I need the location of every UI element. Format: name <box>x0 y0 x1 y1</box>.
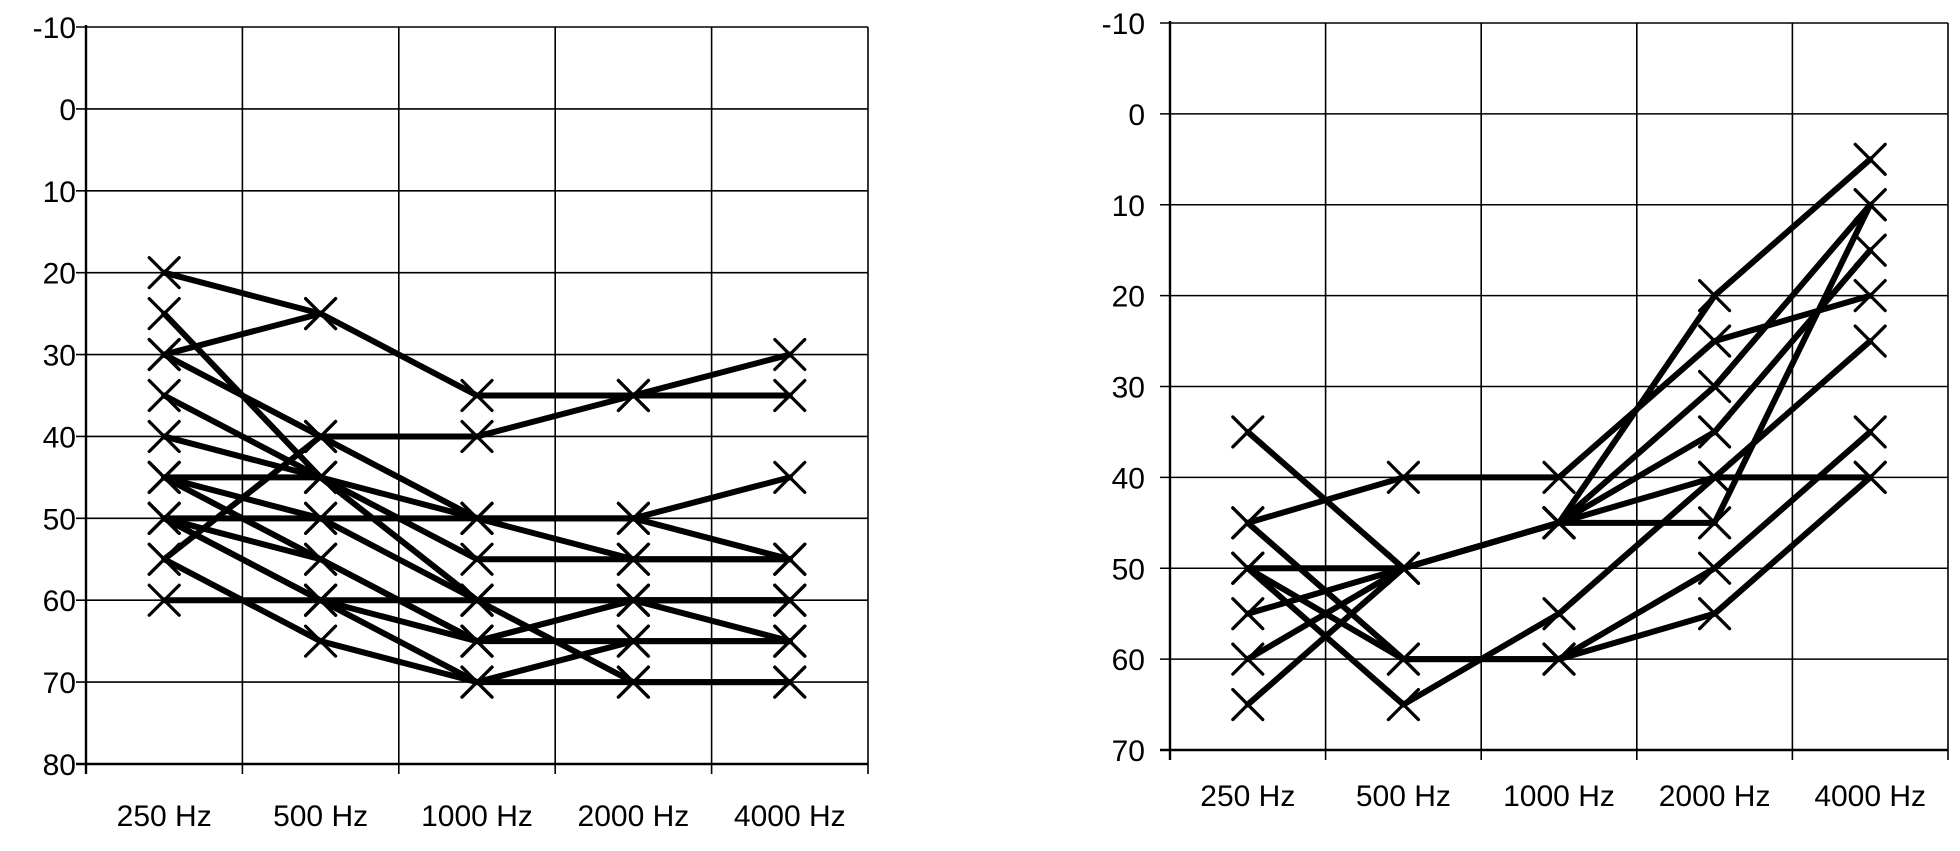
data-point-x-marker <box>1233 690 1263 720</box>
y-tick-label: 30 <box>43 340 76 373</box>
series-11 <box>149 503 805 656</box>
data-point-x-marker <box>149 381 179 411</box>
x-tick-label: 250 Hz <box>1200 780 1295 813</box>
series-line <box>1248 296 1870 523</box>
x-tick-label: 250 Hz <box>117 800 212 833</box>
data-point-x-marker <box>149 544 179 574</box>
series-line <box>1248 205 1870 659</box>
y-tick-label: 80 <box>43 749 76 782</box>
data-point-x-marker <box>1233 417 1263 447</box>
x-tick-label: 2000 Hz <box>1659 780 1771 813</box>
y-tick-label: -10 <box>33 12 76 45</box>
right-chart: -10 0 10 20 30 40 50 60 70 250 Hz 500 Hz 1000 Hz 200… <box>1102 8 1948 813</box>
data-point-x-marker <box>1388 690 1418 720</box>
data-point-x-marker <box>1855 144 1885 174</box>
series-1 <box>1233 144 1885 583</box>
series-line <box>164 559 790 682</box>
y-tick-label: 20 <box>43 258 76 291</box>
y-tick-label: 20 <box>1112 281 1145 314</box>
y-tick-label: 30 <box>1112 372 1145 405</box>
series-15 <box>149 503 805 656</box>
x-tick-label: 500 Hz <box>1356 780 1451 813</box>
y-tick-label: 70 <box>1112 735 1145 768</box>
data-point-x-marker <box>1855 417 1885 447</box>
y-tick-label: 40 <box>1112 462 1145 495</box>
x-tick-label: 2000 Hz <box>578 800 690 833</box>
y-tick-label: 60 <box>1112 644 1145 677</box>
data-point-x-marker <box>1855 235 1885 265</box>
data-point-x-marker <box>1544 599 1574 629</box>
data-point-x-marker <box>1700 417 1730 447</box>
data-point-x-marker <box>1855 326 1885 356</box>
x-tick-label: 1000 Hz <box>1503 780 1615 813</box>
y-tick-label: 10 <box>1112 190 1145 223</box>
y-tick-label: 60 <box>43 585 76 618</box>
left-chart: -10 0 10 20 30 40 50 60 70 80 250 Hz 500 Hz 1000 Hz 2… <box>33 12 868 833</box>
x-tick-label: 500 Hz <box>273 800 368 833</box>
y-tick-label: 40 <box>43 421 76 454</box>
x-tick-label: 1000 Hz <box>421 800 533 833</box>
y-tick-label: 70 <box>43 667 76 700</box>
y-tick-label: 10 <box>43 176 76 209</box>
data-point-x-marker <box>149 299 179 329</box>
series-line <box>164 477 790 682</box>
figure: -10 0 10 20 30 40 50 60 70 80 250 Hz 500 Hz 1000 Hz 2… <box>0 0 1960 851</box>
y-tick-label: 0 <box>1128 99 1145 132</box>
series-14 <box>149 585 805 615</box>
y-tick-label: 50 <box>1112 553 1145 586</box>
y-tick-label: -10 <box>1102 8 1145 41</box>
x-tick-label: 4000 Hz <box>734 800 846 833</box>
series-2 <box>1233 281 1885 538</box>
grid <box>1160 23 1948 760</box>
x-tick-label: 4000 Hz <box>1814 780 1926 813</box>
y-tick-label: 0 <box>59 94 76 127</box>
series-5 <box>1233 190 1885 674</box>
y-tick-label: 50 <box>43 503 76 536</box>
